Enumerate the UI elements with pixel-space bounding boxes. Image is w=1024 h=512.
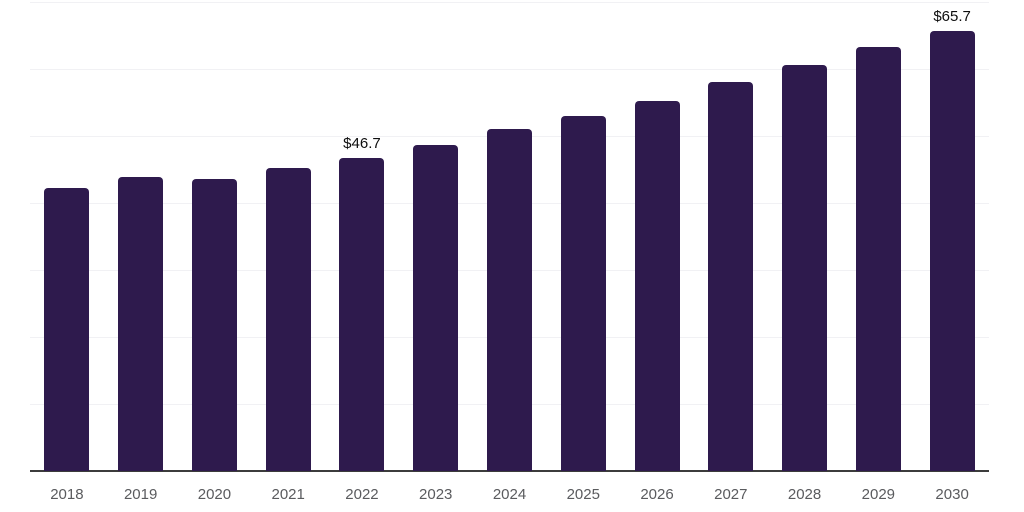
x-tick-2020: 2020 — [197, 486, 232, 503]
x-tick-2027: 2027 — [714, 486, 748, 503]
bar-2026[interactable] — [634, 100, 680, 471]
bar-2024[interactable] — [487, 129, 532, 471]
x-tick-2029: 2029 — [861, 486, 896, 503]
bar-2025[interactable] — [560, 115, 606, 471]
x-tick-2018: 2018 — [50, 486, 84, 503]
bar-2020[interactable] — [191, 178, 237, 471]
bar-2028[interactable] — [782, 64, 828, 471]
gridline-60 — [30, 69, 989, 70]
bar-2018[interactable] — [44, 188, 90, 471]
bar-2030[interactable] — [929, 30, 975, 471]
data-label-2022: $46.7 — [343, 135, 381, 153]
x-tick-2030: 2030 — [935, 486, 969, 503]
bar-2022[interactable] — [339, 158, 385, 471]
gridline-70 — [30, 2, 989, 3]
bar-2023[interactable] — [413, 144, 459, 471]
bar-2021[interactable] — [265, 168, 311, 471]
x-tick-2026: 2026 — [640, 486, 674, 503]
x-axis-line — [30, 470, 989, 472]
x-tick-2025: 2025 — [566, 486, 600, 503]
x-tick-2024: 2024 — [492, 486, 527, 503]
x-tick-2021: 2021 — [271, 486, 305, 503]
bar-2027[interactable] — [708, 81, 754, 471]
x-tick-2022: 2022 — [345, 486, 379, 503]
x-tick-2019: 2019 — [123, 486, 158, 503]
bar-2029[interactable] — [855, 46, 901, 471]
x-tick-2028: 2028 — [787, 486, 822, 503]
data-label-2030: $65.7 — [933, 7, 971, 25]
bar-2019[interactable] — [118, 176, 164, 471]
x-tick-2023: 2023 — [419, 486, 453, 503]
plot-area: $46.7 $65.7 — [30, 2, 989, 472]
